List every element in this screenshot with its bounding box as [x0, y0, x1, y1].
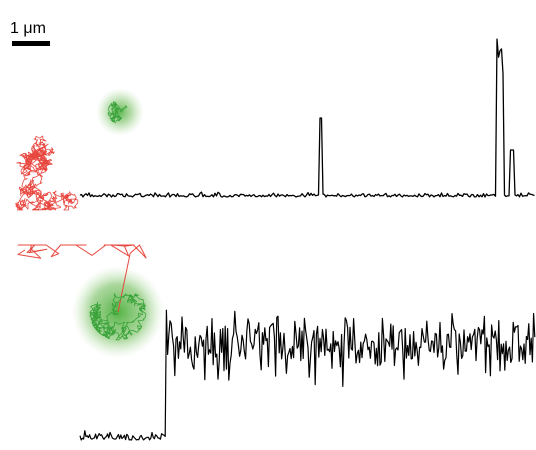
signal-trace: [79, 38, 535, 198]
confined-trajectory: [107, 101, 128, 124]
scale-bar-label: 1 μm: [10, 20, 46, 37]
signal-trace: [79, 309, 536, 441]
scale-bar: [12, 41, 50, 46]
trajectory: [15, 135, 79, 211]
traces: [15, 38, 536, 441]
confined-trajectory: [89, 293, 147, 341]
trajectory: [17, 244, 147, 313]
